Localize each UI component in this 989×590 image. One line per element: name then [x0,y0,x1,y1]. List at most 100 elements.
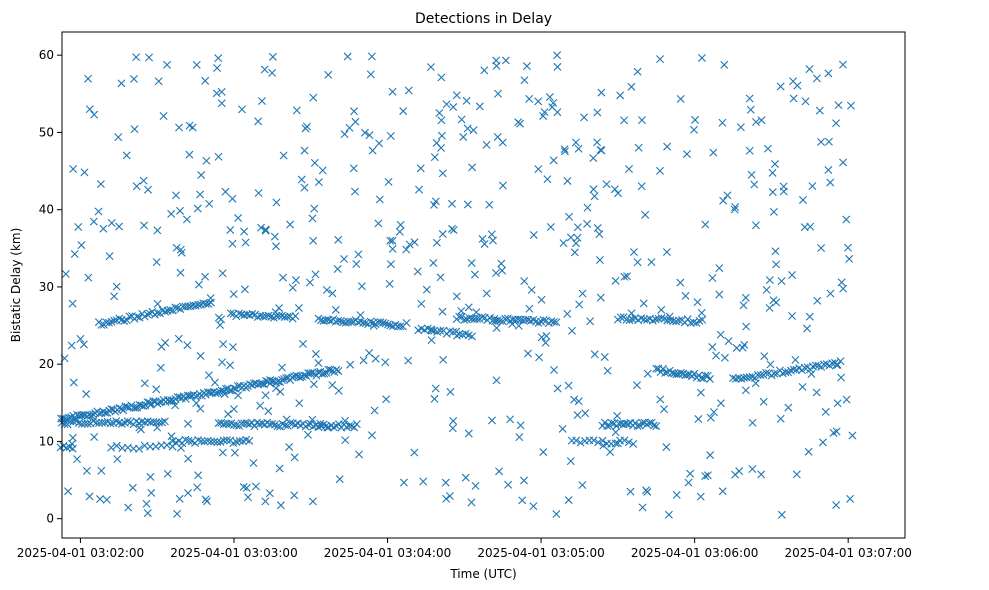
data-point [599,441,608,450]
data-point [770,369,779,378]
data-point [757,470,766,479]
data-point [122,151,131,160]
y-tick-label: 20 [39,357,54,371]
data-point [107,443,116,452]
data-point [114,133,123,142]
data-point [438,230,447,239]
data-point [311,270,320,279]
data-point [361,128,369,137]
data-point [696,388,705,397]
data-point [798,382,807,391]
data-point [553,384,562,393]
data-point [368,146,377,155]
data-point [76,334,85,343]
data-point [228,194,237,203]
data-point [143,509,152,518]
data-point [110,292,119,301]
data-point [436,273,445,282]
data-point [290,491,299,500]
data-point [769,296,778,305]
data-point [153,299,162,308]
data-point [92,418,101,427]
data-point [156,363,165,372]
data-point [335,475,344,484]
data-point [494,89,503,98]
data-point [206,294,215,303]
data-point [192,399,201,408]
data-point [812,74,821,83]
data-point [583,219,592,228]
data-point [115,403,124,412]
data-point [405,240,414,249]
data-point [480,66,489,75]
data-point [68,439,77,448]
data-point [352,420,361,429]
data-point [701,220,710,229]
data-point [290,453,299,462]
data-point [576,438,585,447]
data-point [218,448,227,457]
data-point [241,238,250,247]
data-point [645,419,654,428]
data-point [188,123,197,132]
data-point [529,230,538,239]
data-point [448,424,457,433]
data-point [463,200,472,209]
data-point [343,52,352,61]
data-point [736,123,745,132]
data-point [354,250,363,259]
data-point [123,417,132,426]
data-point [202,156,211,165]
data-point [396,322,405,331]
data-point [256,401,265,410]
data-point [258,379,267,388]
data-point [656,166,664,175]
data-point [788,271,797,279]
data-point [235,436,244,445]
data-point [469,126,478,135]
data-point [173,509,182,518]
data-point [472,308,481,317]
data-point [275,464,284,473]
data-point [240,227,249,236]
data-point [637,182,646,191]
y-tick-label: 50 [39,125,54,139]
data-point [153,226,162,235]
data-point [172,243,181,252]
data-point [801,97,810,106]
data-point [492,56,501,65]
data-point [553,62,562,71]
data-point [214,419,223,428]
data-point [160,417,169,426]
data-point [416,164,425,173]
data-point [240,285,249,294]
data-point [641,210,650,219]
data-point [175,494,184,503]
data-point [570,248,579,257]
data-point [219,436,228,445]
data-point [201,76,210,85]
data-point [386,132,395,141]
data-point [385,279,394,288]
data-point [413,267,422,276]
data-point [309,380,318,389]
data-point [69,165,78,174]
data-point [166,305,175,314]
data-point [194,471,203,480]
data-point [492,269,500,277]
data-point [140,379,149,388]
data-point [427,336,436,345]
data-point [695,316,704,325]
data-point [751,379,760,388]
data-point [791,355,800,364]
data-point [229,405,238,414]
data-point [793,81,802,90]
data-point [594,438,603,447]
data-point [79,340,88,349]
data-point [245,436,254,445]
data-point [798,195,807,204]
data-point [430,153,439,162]
data-point [457,115,466,124]
data-point [291,312,300,321]
data-point [578,289,587,298]
